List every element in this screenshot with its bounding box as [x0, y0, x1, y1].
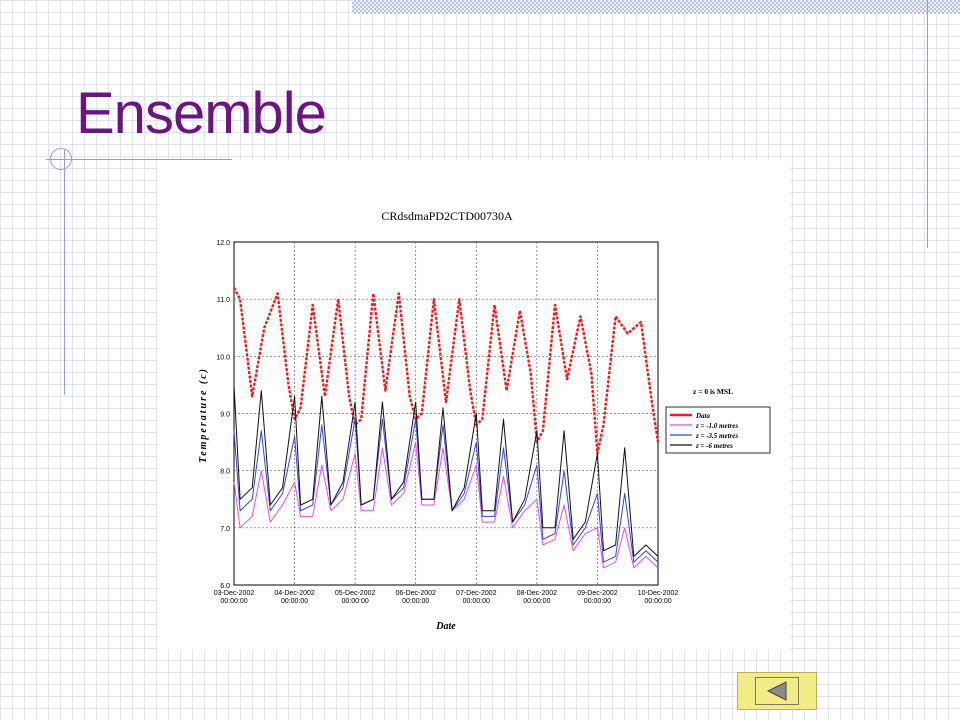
x-tick-date: 06-Dec-2002 [395, 590, 436, 597]
y-axis-label: Temperature (c) [198, 367, 209, 463]
x-tick-date: 07-Dec-2002 [456, 590, 497, 597]
x-tick-date: 05-Dec-2002 [335, 590, 376, 597]
y-tick-label: 10.0 [216, 354, 230, 361]
legend-label: z = -3.5 metres [695, 432, 738, 440]
series-line-1 [233, 441, 659, 569]
x-tick-date: 04-Dec-2002 [274, 590, 315, 597]
x-tick-date: 03-Dec-2002 [214, 590, 255, 597]
y-tick-label: 6.0 [220, 583, 230, 590]
decorative-circle [50, 148, 72, 170]
y-tick-label: 11.0 [217, 297, 230, 304]
x-tick-time: 00:00:00 [523, 598, 550, 605]
y-tick-label: 7.0 [220, 526, 230, 533]
x-tick-time: 00:00:00 [281, 598, 308, 605]
x-tick-time: 00:00:00 [342, 598, 369, 605]
decorative-horizontal-line [46, 159, 232, 160]
previous-slide-button[interactable] [737, 672, 817, 710]
chart-annotation: z = 0 is MSL [693, 387, 733, 396]
x-tick-time: 00:00:00 [220, 598, 247, 605]
legend-label: z = -6 metres [695, 442, 733, 450]
x-axis-label: Date [435, 621, 456, 632]
y-tick-label: 8.0 [220, 469, 230, 476]
x-tick-time: 00:00:00 [644, 598, 671, 605]
y-tick-label: 9.0 [220, 412, 230, 419]
legend-label: z = -1.0 metres [695, 422, 738, 430]
back-arrow-icon [766, 681, 787, 701]
series-line-2 [233, 418, 659, 563]
chart-title: CRdsdmaPD2CTD00730A [381, 209, 513, 223]
decorative-vertical-line-right [927, 0, 928, 248]
decorative-vertical-line-left [64, 150, 65, 395]
x-tick-date: 09-Dec-2002 [577, 590, 618, 597]
previous-button-frame [755, 677, 799, 705]
x-tick-time: 00:00:00 [402, 598, 429, 605]
x-tick-time: 00:00:00 [584, 598, 611, 605]
chart-plot-layer: 6.07.08.09.010.011.012.003-Dec-200200:00… [214, 240, 771, 605]
x-tick-date: 10-Dec-2002 [638, 590, 679, 597]
series-line-3 [233, 384, 659, 557]
legend-label: Data [695, 412, 711, 420]
top-decorative-band [352, 0, 960, 14]
x-tick-time: 00:00:00 [463, 598, 490, 605]
series-line-0 [232, 287, 660, 455]
y-tick-label: 12.0 [216, 240, 230, 247]
chart-figure: CRdsdmaPD2CTD00730A z = 0 is MSL Tempera… [158, 160, 790, 650]
slide-title: Ensemble [76, 81, 327, 146]
x-tick-date: 08-Dec-2002 [517, 590, 558, 597]
chart-svg: CRdsdmaPD2CTD00730A z = 0 is MSL Tempera… [198, 209, 771, 632]
